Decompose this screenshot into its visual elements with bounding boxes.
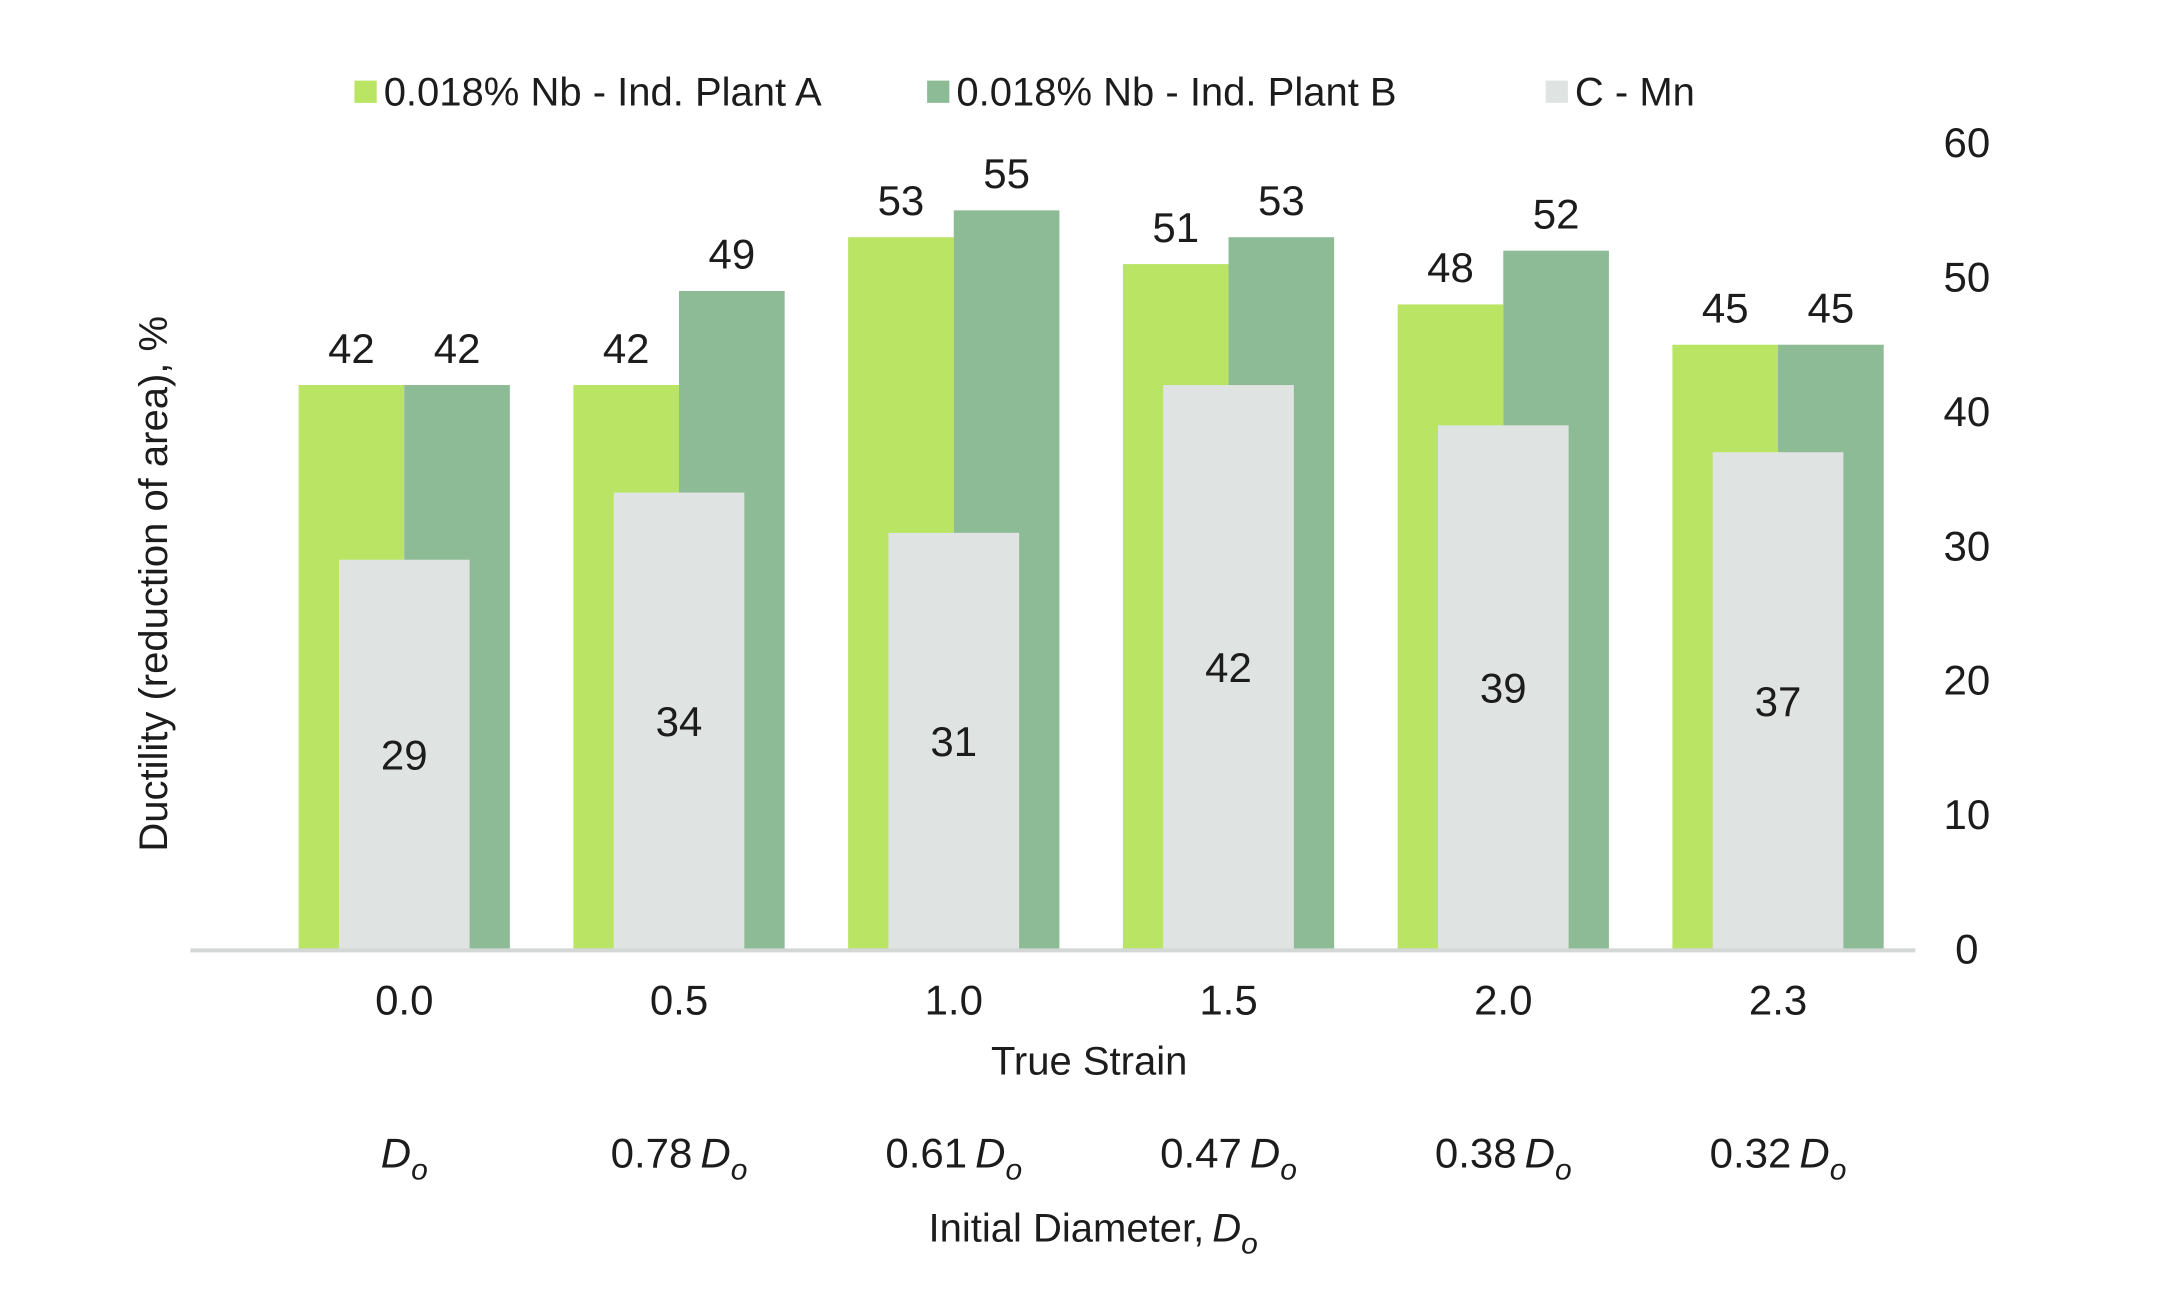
y-tick-label-50: 50 bbox=[1943, 254, 1990, 301]
y-tick-label-30: 30 bbox=[1943, 522, 1990, 569]
initial-diameter-tick-symbol: D bbox=[700, 1130, 730, 1177]
initial-diameter-tick-subscript: o bbox=[1005, 1154, 1022, 1187]
x-axis-ticks: 0.0 0.5 1.0 1.5 2.0 2.3 bbox=[375, 977, 1807, 1024]
initial-diameter-tick-subscript: o bbox=[1280, 1154, 1297, 1187]
initial-diameter-tick-subscript: o bbox=[1830, 1154, 1847, 1187]
value-label-c-mn-0.0: 29 bbox=[381, 732, 428, 779]
initial-diameter-tick-1: 0.78 Do bbox=[611, 1130, 748, 1187]
y-tick-label-60: 60 bbox=[1943, 119, 1990, 166]
initial-diameter-tick-subscript: o bbox=[411, 1154, 428, 1187]
initial-diameter-tick-value: 0.47 bbox=[1160, 1130, 1242, 1177]
initial-diameter-tick-subscript: o bbox=[1555, 1154, 1572, 1187]
initial-diameter-tick-symbol: D bbox=[1525, 1130, 1555, 1177]
initial-diameter-title-subscript: o bbox=[1241, 1227, 1258, 1260]
y-tick-label-40: 40 bbox=[1943, 388, 1990, 435]
x-tick-label-0.5: 0.5 bbox=[650, 977, 708, 1024]
y-axis-ticks: 0 10 20 30 40 50 60 bbox=[1943, 119, 1990, 972]
initial-diameter-title: Initial Diameter, Do bbox=[929, 1206, 1258, 1260]
value-label-c-mn-2.0: 39 bbox=[1480, 664, 1527, 711]
legend: 0.018% Nb - Ind. Plant A 0.018% Nb - Ind.… bbox=[354, 71, 1695, 115]
initial-diameter-tick-symbol: D bbox=[1799, 1130, 1829, 1177]
y-tick-label-0: 0 bbox=[1955, 925, 1978, 972]
legend-swatch-1 bbox=[927, 80, 950, 103]
x-tick-label-1.5: 1.5 bbox=[1199, 977, 1257, 1024]
value-label-plant-b-0.0: 42 bbox=[434, 325, 481, 372]
bar-c-mn-0.5 bbox=[613, 492, 745, 950]
y-tick-label-20: 20 bbox=[1943, 657, 1990, 704]
initial-diameter-tick-3: 0.47 Do bbox=[1160, 1130, 1297, 1187]
legend-label-0: 0.018% Nb - Ind. Plant A bbox=[384, 71, 822, 115]
x-tick-label-2.3: 2.3 bbox=[1749, 977, 1807, 1024]
value-label-plant-b-2.3: 45 bbox=[1808, 284, 1855, 331]
x-tick-label-0.0: 0.0 bbox=[375, 977, 433, 1024]
initial-diameter-title-text: Initial Diameter, bbox=[929, 1206, 1205, 1250]
x-axis-title: True Strain bbox=[991, 1039, 1187, 1083]
value-label-plant-b-1.0: 55 bbox=[983, 150, 1030, 197]
initial-diameter-tick-symbol: D bbox=[381, 1130, 411, 1177]
initial-diameter-tick-subscript: o bbox=[731, 1154, 748, 1187]
initial-diameter-ticks: Do 0.78 Do 0.61 Do 0.47 Do 0.38 Do 0.32 Do bbox=[381, 1130, 1847, 1187]
legend-label-2: C - Mn bbox=[1575, 71, 1695, 115]
legend-label-1: 0.018% Nb - Ind. Plant B bbox=[956, 71, 1396, 115]
value-label-plant-a-0.5: 42 bbox=[603, 325, 650, 372]
value-label-plant-a-2.3: 45 bbox=[1702, 284, 1749, 331]
bar-c-mn-1.5 bbox=[1163, 385, 1294, 950]
legend-swatch-0 bbox=[354, 80, 377, 103]
initial-diameter-tick-5: 0.32 Do bbox=[1710, 1130, 1847, 1187]
value-label-plant-b-2.0: 52 bbox=[1533, 190, 1580, 237]
bar-c-mn-1.0 bbox=[888, 532, 1020, 950]
value-label-c-mn-1.5: 42 bbox=[1205, 644, 1252, 691]
bar-c-mn-0.0 bbox=[338, 559, 470, 950]
y-axis-title: Ductility (reduction of area), % bbox=[132, 316, 176, 852]
initial-diameter-title-symbol: D bbox=[1212, 1206, 1241, 1250]
initial-diameter-tick-symbol: D bbox=[1250, 1130, 1280, 1177]
value-label-plant-b-0.5: 49 bbox=[708, 231, 755, 278]
value-label-c-mn-2.3: 37 bbox=[1755, 678, 1802, 725]
initial-diameter-tick-4: 0.38 Do bbox=[1435, 1130, 1572, 1187]
initial-diameter-tick-value: 0.61 bbox=[885, 1130, 967, 1177]
bars bbox=[298, 210, 1884, 950]
value-label-plant-a-1.5: 51 bbox=[1152, 204, 1199, 251]
value-label-plant-a-0.0: 42 bbox=[328, 325, 375, 372]
initial-diameter-tick-symbol: D bbox=[975, 1130, 1005, 1177]
legend-swatch-2 bbox=[1545, 80, 1568, 103]
value-label-c-mn-1.0: 31 bbox=[930, 718, 977, 765]
y-tick-label-10: 10 bbox=[1943, 791, 1990, 838]
bar-c-mn-2.3 bbox=[1712, 452, 1844, 950]
bar-c-mn-2.0 bbox=[1437, 425, 1569, 950]
value-labels: 42 42 29 42 49 34 53 55 31 51 53 42 48 52 39 45 45 37 bbox=[328, 150, 1854, 778]
x-tick-label-1.0: 1.0 bbox=[925, 977, 983, 1024]
initial-diameter-tick-0: Do bbox=[381, 1130, 428, 1187]
x-tick-label-2.0: 2.0 bbox=[1474, 977, 1532, 1024]
initial-diameter-tick-value: 0.38 bbox=[1435, 1130, 1517, 1177]
initial-diameter-tick-2: 0.61 Do bbox=[885, 1130, 1022, 1187]
value-label-c-mn-0.5: 34 bbox=[656, 698, 703, 745]
initial-diameter-tick-value: 0.32 bbox=[1710, 1130, 1792, 1177]
value-label-plant-b-1.5: 53 bbox=[1258, 177, 1305, 224]
value-label-plant-a-1.0: 53 bbox=[878, 177, 925, 224]
initial-diameter-tick-value: 0.78 bbox=[611, 1130, 693, 1177]
value-label-plant-a-2.0: 48 bbox=[1427, 244, 1474, 291]
